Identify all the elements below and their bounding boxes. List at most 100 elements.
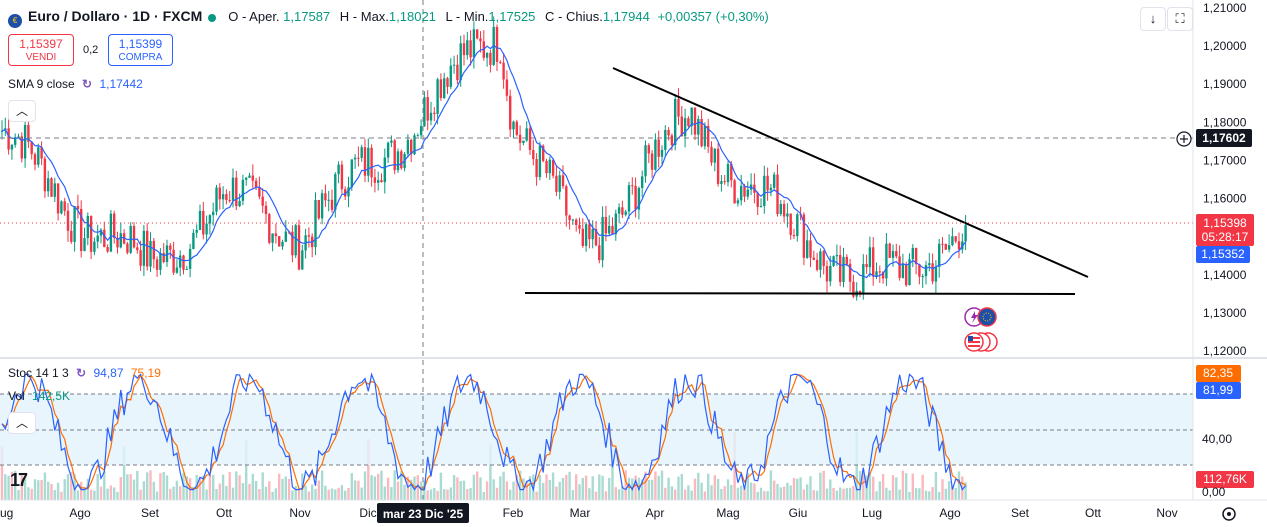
volume-bar [30, 488, 33, 500]
lightning-euro-event-icon[interactable] [964, 307, 997, 327]
volume-bar [773, 480, 776, 500]
add-circle-icon[interactable] [1176, 131, 1192, 147]
volume-bar [446, 489, 449, 500]
volume-bar [472, 474, 476, 500]
volume-bar [363, 471, 367, 500]
candle-body [865, 263, 868, 268]
volume-bar [476, 471, 479, 500]
candle-body [641, 176, 644, 188]
volume-bar [271, 491, 274, 500]
arrow-down-icon[interactable]: ↓ [1140, 7, 1166, 31]
settings-icon[interactable] [1222, 507, 1236, 521]
candle-body [274, 233, 278, 237]
candle-body [294, 225, 297, 256]
candle-body [667, 130, 670, 136]
sell-button[interactable]: 1,15397 VENDI [8, 34, 74, 66]
price-tick-label: 1,18000 [1203, 115, 1247, 129]
candle-body [951, 236, 954, 246]
candle-body [571, 219, 575, 221]
volume-bar [172, 486, 175, 500]
volume-bar [17, 489, 20, 500]
descending-trendline [612, 67, 1089, 278]
sma-value: 1,17442 [99, 77, 143, 91]
volume-bar [931, 487, 934, 500]
candle-body [875, 271, 878, 277]
time-tick-label: ug [0, 506, 13, 520]
fullscreen-icon[interactable]: ⛶ [1167, 7, 1193, 31]
candle-body [109, 213, 113, 252]
volume-bar [96, 473, 99, 500]
volume-bar [66, 474, 70, 500]
volume-bar [852, 485, 855, 500]
volume-bar [647, 480, 650, 500]
candle-body [83, 238, 86, 252]
candle-body [231, 177, 235, 201]
volume-bar [875, 491, 878, 500]
candle-body [905, 264, 908, 286]
chevron-up-icon[interactable]: ︿ [8, 100, 36, 122]
candle-body [700, 118, 703, 147]
candle-body [581, 228, 584, 246]
sma-legend[interactable]: SMA 9 close ↻ 1,17442 [8, 77, 143, 91]
candle-body [938, 243, 941, 267]
candles [0, 16, 967, 301]
volume-bar [934, 471, 938, 500]
candle-body [66, 210, 70, 231]
candle-body [245, 177, 248, 180]
volume-bar [839, 487, 842, 500]
stoch-refresh-icon[interactable]: ↻ [76, 366, 87, 380]
candle-body [215, 187, 218, 212]
volume-bar [509, 489, 512, 500]
candle-body [278, 236, 281, 247]
usa-flag-event-icon[interactable] [964, 332, 998, 352]
chevron-up-icon-lower[interactable]: ︿ [8, 412, 36, 434]
candle-body [852, 281, 855, 297]
volume-bar [212, 474, 215, 500]
volume-bar [806, 484, 809, 500]
volume-bar [278, 473, 281, 500]
candle-body [126, 243, 129, 253]
vol-tag [1196, 471, 1254, 488]
volume-bar [50, 483, 53, 500]
candle-body [452, 64, 456, 66]
candle-body [462, 43, 466, 56]
volume-bar [743, 488, 746, 500]
candle-body [918, 264, 921, 277]
candle-body [225, 194, 228, 201]
volume-bar [914, 488, 918, 500]
volume-bar [832, 487, 835, 500]
buy-price: 1,15399 [118, 37, 163, 51]
candle-body [555, 175, 558, 192]
buy-button[interactable]: 1,15399 COMPRA [108, 34, 173, 66]
volume-bar [766, 491, 769, 500]
volume-bar [515, 474, 518, 500]
candle-body [654, 139, 657, 170]
candle-body [495, 26, 499, 62]
candle-body [914, 247, 918, 265]
candle-body [683, 118, 687, 137]
candle-body [736, 200, 740, 204]
volume-bar [624, 470, 627, 500]
candle-body [27, 124, 30, 142]
candle-body [284, 231, 287, 242]
candle-body [680, 116, 683, 137]
volume-bar [291, 490, 294, 500]
volume-bar [568, 471, 571, 500]
volume-bar [60, 491, 63, 500]
volume-bar [789, 485, 792, 500]
volume-bar [954, 487, 957, 500]
candle-body [769, 187, 773, 191]
symbol-title[interactable]: Euro / Dollaro · 1D · FXCM [28, 8, 203, 24]
volume-bar [413, 476, 416, 500]
volume-bar [713, 475, 716, 500]
sma-refresh-icon[interactable]: ↻ [82, 77, 93, 91]
stoch-d-value: 75,19 [130, 366, 161, 380]
volume-bar [205, 489, 208, 500]
volume-bar [254, 480, 258, 500]
candle-body [377, 180, 380, 183]
stoch-legend[interactable]: Stoc 14 1 3 ↻ 94,87 75,19 [8, 366, 161, 380]
candle-body [238, 200, 241, 207]
candle-body [489, 52, 492, 65]
vol-legend[interactable]: Vol 142,5K [8, 389, 70, 403]
